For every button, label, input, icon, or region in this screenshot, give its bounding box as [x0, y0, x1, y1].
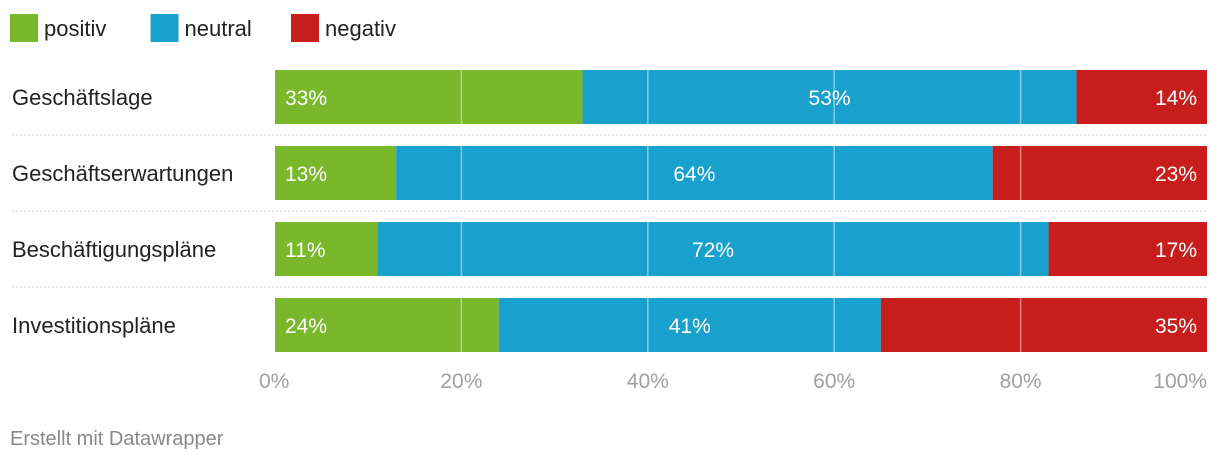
legend-label-neutral: neutral: [185, 16, 252, 41]
bar-neutral: [377, 222, 1049, 276]
x-tick-label: 60%: [813, 370, 855, 393]
chart-canvas: positiv neutral negativ Geschäftslage Geschä…: [10, 14, 1207, 393]
bar-negativ: [1076, 70, 1207, 124]
x-tick-label: 20%: [440, 370, 482, 393]
legend-swatch-positiv: [10, 14, 38, 42]
value-label-neutral: 41%: [669, 315, 711, 338]
bar-positiv: [275, 70, 583, 124]
bar-negativ: [880, 298, 1207, 352]
x-tick-label: 100%: [1153, 370, 1207, 393]
legend-item-positiv: positiv: [10, 14, 106, 42]
category-label: Investitionspläne: [12, 313, 176, 338]
value-label-positiv: 33%: [285, 87, 327, 110]
bar-negativ: [992, 146, 1207, 200]
category-label: Beschäftigungspläne: [12, 237, 216, 262]
value-label-negativ: 17%: [1155, 239, 1197, 262]
legend-item-neutral: neutral: [150, 14, 252, 42]
bar-neutral: [582, 70, 1077, 124]
legend-label-negativ: negativ: [325, 16, 396, 41]
x-tick-label: 0%: [259, 370, 289, 393]
category-label: Geschäftserwartungen: [12, 161, 233, 186]
legend-swatch-neutral: [150, 14, 179, 42]
value-label-positiv: 13%: [285, 163, 327, 186]
bar-positiv: [275, 298, 499, 352]
legend: positiv neutral negativ: [10, 14, 396, 42]
legend-item-negativ: negativ: [291, 14, 396, 42]
footer-credit: Erstellt mit Datawrapper: [10, 428, 224, 450]
bar-negativ: [1048, 222, 1207, 276]
value-label-negativ: 23%: [1155, 163, 1197, 186]
legend-swatch-negativ: [291, 14, 319, 42]
legend-label-positiv: positiv: [44, 16, 106, 41]
bar-positiv: [275, 222, 378, 276]
value-label-positiv: 11%: [285, 239, 325, 262]
x-tick-label: 80%: [1000, 370, 1042, 393]
value-label-positiv: 24%: [285, 315, 327, 338]
value-label-negativ: 14%: [1155, 87, 1197, 110]
value-label-neutral: 53%: [809, 87, 851, 110]
value-label-neutral: 64%: [673, 163, 715, 186]
bar-positiv: [275, 146, 397, 200]
value-label-neutral: 72%: [692, 239, 734, 262]
category-label: Geschäftslage: [12, 85, 153, 110]
value-label-negativ: 35%: [1155, 315, 1197, 338]
bar-neutral: [498, 298, 881, 352]
bar-neutral: [396, 146, 993, 200]
x-tick-label: 40%: [627, 370, 669, 393]
